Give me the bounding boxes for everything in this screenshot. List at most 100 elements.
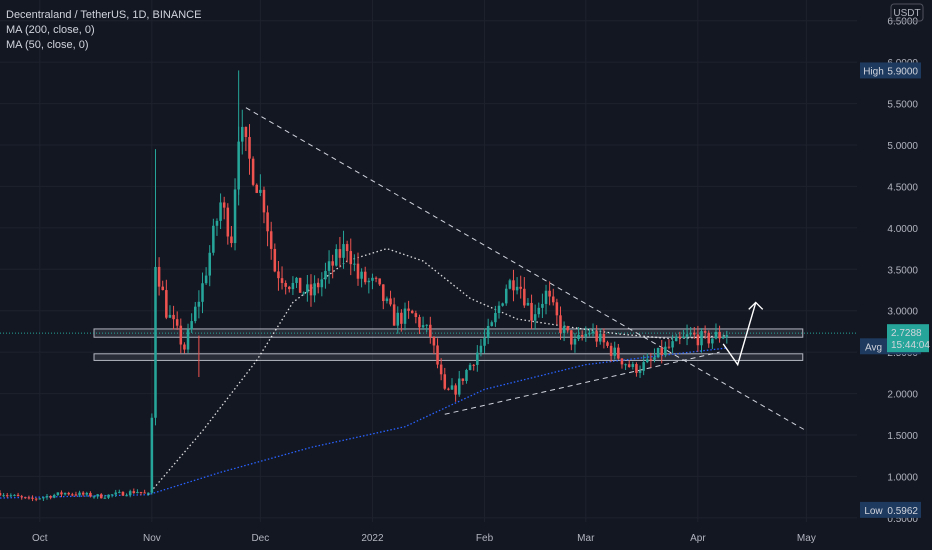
- candle-body[interactable]: [667, 346, 671, 348]
- candle-body[interactable]: [671, 341, 674, 348]
- candle-body[interactable]: [432, 337, 436, 346]
- candle-body[interactable]: [674, 336, 678, 342]
- candle-body[interactable]: [251, 158, 255, 185]
- candle-body[interactable]: [617, 347, 620, 359]
- candle-body[interactable]: [273, 248, 277, 272]
- candle-body[interactable]: [212, 225, 215, 253]
- candle-body[interactable]: [468, 364, 472, 370]
- candle-body[interactable]: [497, 305, 501, 313]
- candle-body[interactable]: [588, 333, 591, 335]
- candle-body[interactable]: [490, 322, 494, 326]
- candle-body[interactable]: [356, 263, 360, 279]
- candle-body[interactable]: [439, 364, 443, 375]
- candle-body[interactable]: [175, 319, 179, 326]
- ma50-legend[interactable]: MA (50, close, 0): [6, 39, 89, 51]
- candle-body[interactable]: [335, 249, 338, 266]
- candle-body[interactable]: [461, 378, 465, 381]
- candle-body[interactable]: [67, 492, 70, 495]
- candle-body[interactable]: [721, 337, 725, 339]
- candle-body[interactable]: [454, 385, 457, 395]
- candle-body[interactable]: [660, 347, 663, 356]
- candle-body[interactable]: [121, 491, 125, 496]
- candle-body[interactable]: [649, 359, 653, 361]
- candle-body[interactable]: [400, 312, 403, 324]
- candle-body[interactable]: [103, 497, 107, 499]
- candle-body[interactable]: [241, 126, 244, 142]
- candle-body[interactable]: [367, 280, 371, 283]
- candle-body[interactable]: [280, 278, 284, 284]
- candle-body[interactable]: [551, 296, 555, 303]
- candle-body[interactable]: [320, 279, 324, 288]
- candle-body[interactable]: [396, 312, 400, 326]
- candle-body[interactable]: [197, 301, 201, 307]
- candle-body[interactable]: [653, 357, 656, 360]
- candle-body[interactable]: [642, 362, 645, 371]
- candle-body[interactable]: [418, 317, 421, 328]
- candle-body[interactable]: [186, 329, 190, 350]
- candle-body[interactable]: [523, 288, 526, 306]
- high-marker[interactable]: High 5.9000: [860, 62, 921, 79]
- candle-body[interactable]: [269, 231, 273, 249]
- candle-body[interactable]: [591, 331, 595, 334]
- candle-body[interactable]: [353, 263, 356, 265]
- candle-body[interactable]: [16, 494, 20, 497]
- candle-body[interactable]: [288, 286, 291, 290]
- candle-body[interactable]: [606, 342, 609, 346]
- candle-body[interactable]: [201, 283, 204, 302]
- candle-body[interactable]: [371, 277, 374, 281]
- currency-badge[interactable]: USDT: [890, 3, 924, 22]
- ma200-legend[interactable]: MA (200, close, 0): [6, 24, 95, 36]
- candle-body[interactable]: [613, 347, 616, 356]
- candle-body[interactable]: [407, 308, 410, 311]
- candle-body[interactable]: [385, 298, 389, 302]
- candle-body[interactable]: [486, 325, 490, 338]
- symbol-title[interactable]: Decentraland / TetherUS, 1D, BINANCE: [6, 9, 202, 21]
- candle-body[interactable]: [306, 284, 309, 293]
- candle-body[interactable]: [537, 307, 541, 315]
- candle-body[interactable]: [222, 202, 226, 208]
- candle-body[interactable]: [34, 498, 38, 500]
- candle-body[interactable]: [0, 493, 2, 496]
- candle-body[interactable]: [13, 494, 16, 496]
- candle-body[interactable]: [584, 333, 588, 337]
- candle-body[interactable]: [526, 302, 530, 306]
- candle-body[interactable]: [324, 270, 327, 280]
- candle-body[interactable]: [494, 312, 497, 323]
- candle-body[interactable]: [81, 492, 85, 495]
- candle-body[interactable]: [562, 326, 566, 333]
- candle-body[interactable]: [436, 345, 439, 365]
- candle-body[interactable]: [327, 261, 331, 271]
- candle-body[interactable]: [316, 283, 320, 288]
- candle-body[interactable]: [204, 275, 208, 284]
- candle-body[interactable]: [27, 497, 31, 499]
- candle-body[interactable]: [118, 491, 121, 493]
- support-resistance-zone[interactable]: [93, 328, 804, 338]
- ma200-line[interactable]: [0, 347, 727, 499]
- candle-body[interactable]: [392, 304, 396, 326]
- candle-body[interactable]: [96, 494, 99, 497]
- candle-body[interactable]: [382, 284, 385, 302]
- candle-body[interactable]: [624, 364, 627, 366]
- candle-body[interactable]: [602, 333, 606, 343]
- candle-body[interactable]: [450, 385, 454, 390]
- candle-body[interactable]: [349, 251, 353, 265]
- support-resistance-zone[interactable]: [93, 353, 804, 361]
- candle-body[interactable]: [78, 492, 81, 496]
- candle-body[interactable]: [609, 345, 613, 356]
- candle-body[interactable]: [595, 331, 598, 342]
- candle-body[interactable]: [107, 494, 110, 498]
- candle-body[interactable]: [5, 495, 9, 497]
- candle-body[interactable]: [363, 271, 367, 283]
- candle-body[interactable]: [714, 331, 718, 339]
- candle-body[interactable]: [693, 332, 696, 335]
- candle-body[interactable]: [627, 364, 631, 367]
- candle-body[interactable]: [31, 497, 34, 499]
- candle-body[interactable]: [479, 345, 483, 353]
- candle-body[interactable]: [24, 497, 27, 499]
- candle-body[interactable]: [577, 334, 580, 340]
- candle-body[interactable]: [685, 334, 689, 337]
- candle-body[interactable]: [132, 491, 136, 494]
- candle-body[interactable]: [530, 302, 533, 321]
- candle-body[interactable]: [519, 286, 522, 289]
